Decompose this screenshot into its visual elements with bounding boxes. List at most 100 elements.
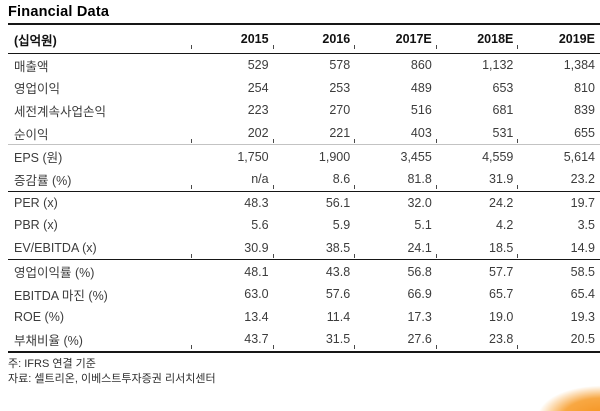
row-value: 38.5	[272, 241, 356, 259]
row-value: 27.6	[354, 332, 437, 350]
table-row: ROE (%) 13.4 11.4 17.3 19.0 19.3	[8, 306, 600, 329]
table-row: 순이익 202 221 403 531 655	[8, 122, 600, 145]
row-value: 63.0	[244, 287, 269, 302]
table-row: 증감률 (%) n/a 8.6 81.8 31.9 23.2	[8, 168, 600, 191]
row-value: 81.8	[354, 172, 437, 190]
row-value: 655	[517, 126, 600, 144]
row-value: 43.7	[191, 332, 274, 350]
row-value: 17.3	[407, 309, 432, 324]
row-label: 영업이익률 (%)	[14, 266, 95, 281]
table-body: 매출액 529 578 860 1,132 1,384 영업이익 254 253 489 653 81…	[8, 54, 600, 353]
row-value: 24.2	[489, 195, 514, 210]
row-value: 5.6	[251, 218, 269, 233]
row-value: 19.7	[570, 195, 595, 210]
table-row: PER (x) 48.3 56.1 32.0 24.2 19.7	[8, 192, 600, 215]
financial-table: (십억원) 2015 2016 2017E 2018E 2019E 매출액 529 578 8…	[8, 25, 600, 353]
row-value: 529	[247, 58, 269, 73]
row-value: 270	[329, 103, 351, 118]
footnote-basis: 주: IFRS 연결 기준	[8, 357, 96, 370]
column-header: 2017E	[354, 32, 437, 49]
row-value: 48.3	[244, 195, 269, 210]
table-section: 영업이익률 (%) 48.1 43.8 56.8 57.7 58.5 EBITDA 마진 (…	[8, 260, 600, 353]
row-label: EPS (원)	[14, 151, 63, 166]
row-value: 810	[574, 80, 595, 95]
row-value: 23.2	[517, 172, 600, 190]
row-value: 5.9	[332, 218, 351, 233]
row-value: 24.1	[354, 241, 437, 259]
table-row: 세전계속사업손익 223 270 516 681 839	[8, 99, 600, 122]
row-value: 253	[329, 80, 351, 95]
row-value: 8.6	[272, 172, 356, 190]
row-value: 860	[410, 58, 432, 73]
row-label: 증감률 (%)	[14, 173, 72, 188]
footnotes: 주: IFRS 연결 기준 자료: 셀트리온, 이베스트투자증권 리서치센터	[8, 357, 600, 388]
row-value: 66.9	[407, 287, 432, 302]
column-header: 2015	[191, 32, 274, 49]
row-label: EBITDA 마진 (%)	[14, 288, 108, 303]
row-value: 839	[574, 103, 595, 118]
row-label: 영업이익	[14, 82, 61, 97]
page-title: Financial Data	[8, 4, 110, 20]
row-value: 223	[247, 103, 269, 118]
row-value: 48.1	[244, 264, 269, 279]
row-value: 1,750	[237, 149, 269, 164]
row-value: 18.5	[435, 241, 519, 259]
row-value: 32.0	[407, 195, 432, 210]
row-label: 순이익	[14, 127, 49, 142]
row-value: 578	[329, 58, 351, 73]
row-label: 부채비율 (%)	[14, 333, 83, 348]
row-value: 221	[272, 126, 356, 144]
row-value: 13.4	[244, 309, 269, 324]
table-row: EBITDA 마진 (%) 63.0 57.6 66.9 65.7 65.4	[8, 283, 600, 306]
table-row: EV/EBITDA (x) 30.9 38.5 24.1 18.5 14.9	[8, 237, 600, 260]
column-header: 2019E	[517, 32, 600, 49]
row-label: PER (x)	[14, 195, 58, 210]
column-header: 2018E	[435, 32, 519, 49]
row-value: 43.8	[325, 264, 351, 279]
row-value: 5.1	[414, 218, 432, 233]
table-section: 매출액 529 578 860 1,132 1,384 영업이익 254 253 489 653 81…	[8, 54, 600, 146]
row-value: 1,132	[482, 58, 514, 73]
table-header-row: (십억원) 2015 2016 2017E 2018E 2019E	[8, 25, 600, 54]
row-value: 516	[410, 103, 432, 118]
row-value: 531	[435, 126, 519, 144]
row-value: 681	[492, 103, 514, 118]
row-value: 23.8	[435, 332, 519, 350]
row-value: 11.4	[326, 309, 351, 324]
row-value: 4,559	[482, 149, 514, 164]
title-bar: Financial Data	[8, 0, 600, 25]
row-value: 3,455	[400, 149, 432, 164]
table-row: 매출액 529 578 860 1,132 1,384	[8, 54, 600, 77]
row-value: 58.5	[570, 264, 595, 279]
row-value: 65.4	[570, 287, 595, 302]
table-section: EPS (원) 1,750 1,900 3,455 4,559 5,614 증감률 (%) n…	[8, 145, 600, 192]
row-label: 세전계속사업손익	[14, 104, 107, 119]
row-value: 1,384	[563, 58, 595, 73]
table-section: PER (x) 48.3 56.1 32.0 24.2 19.7 PBR (x) 5.6 5.9…	[8, 192, 600, 261]
unit-label: (십억원)	[14, 33, 57, 48]
row-value: 56.1	[325, 195, 351, 210]
row-label: PBR (x)	[14, 218, 58, 233]
row-value: n/a	[191, 172, 274, 190]
table-row: 영업이익 254 253 489 653 810	[8, 77, 600, 100]
row-value: 19.0	[489, 309, 514, 324]
row-value: 653	[492, 80, 514, 95]
row-value: 4.2	[495, 218, 514, 233]
row-value: 65.7	[489, 287, 514, 302]
row-label: ROE (%)	[14, 309, 64, 324]
row-value: 3.5	[577, 218, 595, 233]
row-value: 30.9	[191, 241, 274, 259]
row-value: 254	[247, 80, 269, 95]
footnote-source: 자료: 셀트리온, 이베스트투자증권 리서치센터	[8, 373, 216, 386]
table-row: 부채비율 (%) 43.7 31.5 27.6 23.8 20.5	[8, 328, 600, 351]
row-value: 31.9	[435, 172, 519, 190]
table-row: EPS (원) 1,750 1,900 3,455 4,559 5,614	[8, 145, 600, 168]
row-value: 403	[354, 126, 437, 144]
row-value: 57.7	[489, 264, 514, 279]
table-row: 영업이익률 (%) 48.1 43.8 56.8 57.7 58.5	[8, 260, 600, 283]
row-value: 202	[191, 126, 274, 144]
row-value: 57.6	[325, 287, 351, 302]
table-row: PBR (x) 5.6 5.9 5.1 4.2 3.5	[8, 214, 600, 237]
row-value: 14.9	[517, 241, 600, 259]
